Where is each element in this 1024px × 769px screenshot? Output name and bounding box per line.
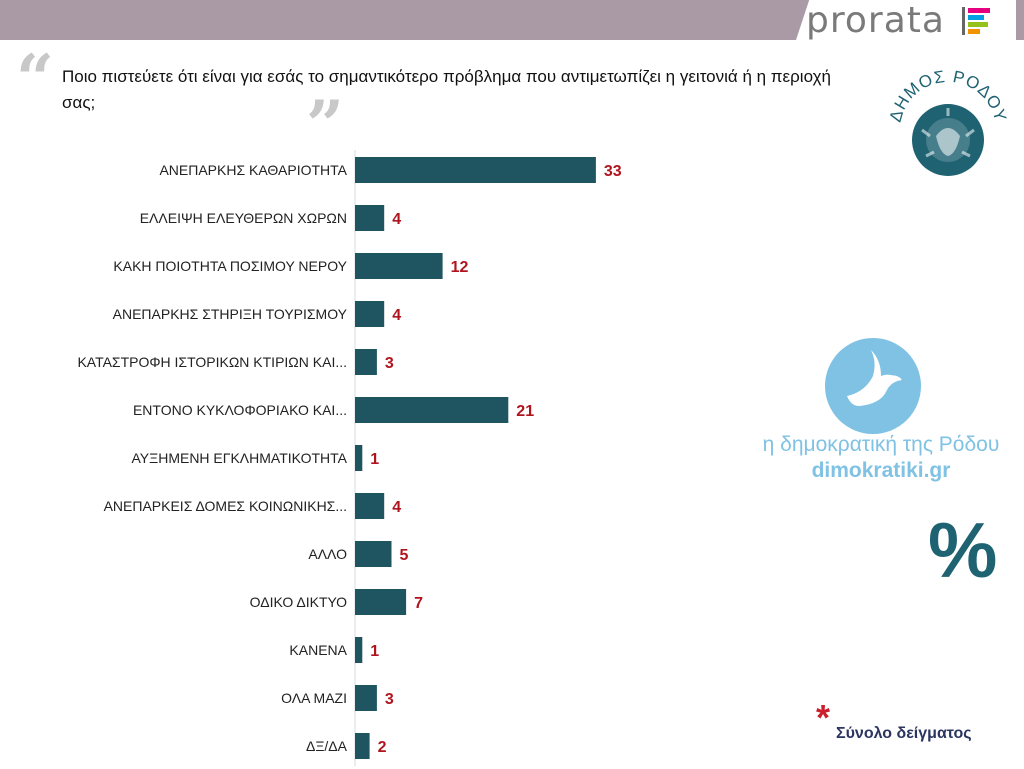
data-label: 2 [378,739,387,756]
category-label: ΟΛΑ ΜΑΖΙ [281,690,347,706]
percent-symbol: % [928,506,998,594]
bar [355,349,377,375]
sample-footnote: Σύνολο δείγματος [836,725,972,742]
bar [355,541,392,567]
category-label: ΕΝΤΟΝΟ ΚΥΚΛΟΦΟΡΙΑΚΟ ΚΑΙ... [133,402,347,418]
data-label: 1 [370,451,379,468]
category-label: ΑΛΛΟ [308,546,347,562]
data-label: 4 [392,211,401,228]
partner-site: dimokratiki.gr [811,459,951,482]
data-label: 4 [392,499,401,516]
brand-bars-icon [962,7,990,35]
category-label: ΚΑΚΗ ΠΟΙΟΤΗΤΑ ΠΟΣΙΜΟΥ ΝΕΡΟΥ [113,258,347,274]
data-label: 21 [516,403,534,420]
data-label: 4 [392,307,401,324]
bar [355,493,385,519]
footnote-asterisk-icon: * [816,697,831,738]
data-label: 12 [451,259,469,276]
data-label: 1 [370,643,379,660]
bar [355,205,385,231]
bar [355,733,370,759]
header-bar: prorata [0,0,1024,40]
category-label: ΚΑΝΕΝΑ [289,642,347,658]
bar [355,445,363,471]
category-label: ΑΝΕΠΑΡΚΕΙΣ ΔΟΜΕΣ ΚΟΙΝΩΝΙΚΗΣ... [104,498,347,514]
category-label: ΔΞ/ΔΑ [306,738,348,754]
category-label: ΑΝΕΠΑΡΚΗΣ ΣΤΗΡΙΞΗ ΤΟΥΡΙΣΜΟΥ [113,306,348,322]
prorata-logo: prorata [796,0,1016,40]
bar [355,589,407,615]
category-label: ΕΛΛΕΙΨΗ ΕΛΕΥΘΕΡΩΝ ΧΩΡΩΝ [140,210,347,226]
data-label: 5 [400,547,409,564]
partner-name: η δημοκρατική της Ρόδου [762,433,1000,456]
brand-name: prorata [806,0,945,41]
bar [355,157,596,183]
data-label: 7 [414,595,423,612]
dove-icon [825,338,921,434]
category-label: ΚΑΤΑΣΤΡΟΦΗ ΙΣΤΟΡΙΚΩΝ ΚΤΙΡΙΩΝ ΚΑΙ... [77,354,347,370]
data-label: 3 [385,355,394,372]
bar [355,397,509,423]
bar [355,685,377,711]
municipality-seal: ΔΗΜΟΣ ΡΟΔΟΥ [886,67,1009,176]
open-quote-icon: “ [16,40,54,118]
bar [355,637,363,663]
category-label: ΟΔΙΚΟ ΔΙΚΤΥΟ [250,594,347,610]
bar [355,253,443,279]
survey-question: Ποιο πιστεύετε ότι είναι για εσάς το σημ… [62,67,831,112]
bar [355,301,385,327]
close-quote-icon: ” [306,86,344,164]
category-label: ΑΝΕΠΑΡΚΗΣ ΚΑΘΑΡΙΟΤΗΤΑ [159,162,347,178]
category-label: ΑΥΞΗΜΕΝΗ ΕΓΚΛΗΜΑΤΙΚΟΤΗΤΑ [131,450,347,466]
data-label: 33 [604,163,622,180]
data-label: 3 [385,691,394,708]
partner-block: η δημοκρατική της Ρόδου dimokratiki.gr [740,432,1022,484]
